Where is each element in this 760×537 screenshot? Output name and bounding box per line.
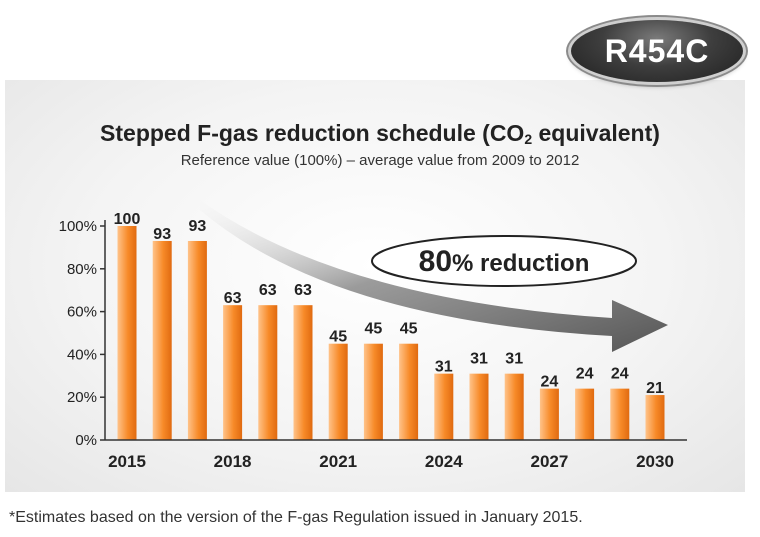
- y-tick-label-0pct: 0%: [75, 432, 97, 449]
- x-tick-label-2024: 2024: [425, 452, 463, 471]
- data-label-2016: 93: [153, 226, 171, 243]
- title-subscript: 2: [524, 131, 533, 147]
- data-label-2030: 21: [646, 380, 664, 397]
- bar-2024: [434, 373, 454, 440]
- y-tick-label-60pct: 60%: [67, 304, 97, 321]
- bar-2026: [504, 373, 524, 440]
- chart-subtitle: Reference value (100%) – average value f…: [180, 152, 580, 169]
- title-end: equivalent): [532, 120, 660, 146]
- data-label-2028: 24: [576, 366, 594, 383]
- bar-2023: [399, 343, 419, 440]
- bar-2016: [152, 240, 172, 440]
- bar-2019: [258, 305, 278, 440]
- bar-2022: [363, 343, 383, 440]
- bar-2029: [610, 388, 630, 440]
- bar-2020: [293, 305, 313, 440]
- y-tick-label-40pct: 40%: [67, 346, 97, 363]
- x-tick-label-2015: 2015: [108, 452, 146, 471]
- x-tick-label-2027: 2027: [530, 452, 568, 471]
- product-badge: R454C: [571, 20, 743, 82]
- data-label-2018: 63: [224, 290, 242, 307]
- bar-2017: [187, 240, 207, 440]
- bar-2027: [539, 388, 559, 440]
- data-label-2020: 63: [294, 282, 312, 299]
- bar-2018: [223, 305, 243, 440]
- bar-2028: [575, 388, 595, 440]
- bar-2030: [645, 395, 665, 440]
- bar-2021: [328, 343, 348, 440]
- bar-2015: [117, 226, 137, 440]
- data-label-2019: 63: [259, 282, 277, 299]
- y-tick-label-80pct: 80%: [67, 261, 97, 278]
- title-main: Stepped F-gas reduction schedule (CO: [100, 120, 525, 146]
- callout-label: % reduction: [452, 250, 589, 277]
- y-tick-label-20pct: 20%: [67, 389, 97, 406]
- data-label-2026: 31: [505, 351, 523, 368]
- y-tick-label-100pct: 100%: [59, 218, 97, 235]
- data-label-2025: 31: [470, 351, 488, 368]
- x-tick-label-2018: 2018: [214, 452, 252, 471]
- chart-title: Stepped F-gas reduction schedule (CO2 eq…: [0, 120, 760, 147]
- badge-label: R454C: [604, 32, 710, 69]
- callout-number: 80: [419, 245, 452, 278]
- data-label-2023: 45: [400, 321, 418, 338]
- x-tick-label-2030: 2030: [636, 452, 674, 471]
- footnote: *Estimates based on the version of the F…: [9, 509, 583, 526]
- callout-ellipse: [371, 235, 637, 287]
- data-label-2022: 45: [365, 321, 383, 338]
- data-label-2024: 31: [435, 359, 453, 376]
- data-label-2021: 45: [329, 329, 347, 346]
- data-label-2029: 24: [611, 366, 629, 383]
- bar-2025: [469, 373, 489, 440]
- reduction-callout: 80% reduction: [371, 235, 637, 287]
- x-tick-label-2021: 2021: [319, 452, 357, 471]
- callout-text: 80% reduction: [419, 245, 590, 278]
- data-label-2017: 93: [189, 218, 207, 235]
- reduction-arrow: [200, 200, 668, 352]
- data-label-2027: 24: [541, 374, 559, 391]
- data-label-2015: 100: [114, 211, 141, 228]
